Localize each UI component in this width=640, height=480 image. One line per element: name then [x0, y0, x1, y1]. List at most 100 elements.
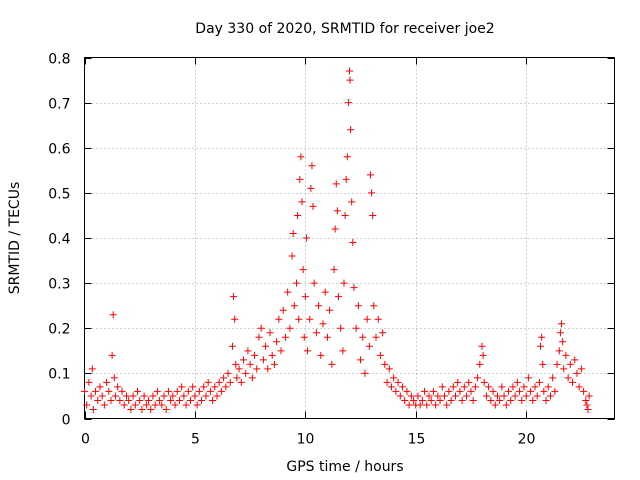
data-point — [366, 171, 374, 179]
data-point — [232, 360, 240, 368]
data-point — [440, 392, 448, 400]
data-point — [559, 338, 567, 346]
data-point — [340, 279, 348, 287]
data-point — [500, 392, 508, 400]
data-point — [286, 324, 294, 332]
data-point — [87, 392, 95, 400]
data-point — [294, 211, 302, 219]
data-point — [372, 333, 380, 341]
data-point — [145, 396, 153, 404]
data-point — [222, 383, 230, 391]
x-tick-label: 20 — [518, 432, 536, 448]
data-point — [118, 387, 126, 395]
data-point — [524, 374, 532, 382]
data-point — [352, 324, 360, 332]
data-point — [147, 405, 155, 413]
data-point — [394, 378, 402, 386]
y-tick-label: 0 — [62, 413, 71, 429]
data-point — [505, 387, 512, 395]
data-point — [376, 351, 384, 359]
data-point — [363, 315, 371, 323]
data-point — [231, 315, 239, 323]
data-point — [396, 392, 404, 400]
data-point — [173, 387, 181, 395]
data-point — [169, 392, 177, 400]
data-point — [103, 378, 111, 386]
x-tick-label: 15 — [408, 432, 426, 448]
data-point — [171, 401, 179, 409]
data-point — [160, 392, 168, 400]
data-point — [94, 396, 102, 404]
data-point — [193, 401, 201, 409]
data-point — [456, 387, 464, 395]
data-point — [220, 374, 228, 382]
x-axis-label: GPS time / hours — [286, 459, 403, 475]
data-point — [471, 383, 479, 391]
data-point — [315, 302, 323, 310]
data-point — [502, 401, 510, 409]
data-point — [445, 387, 453, 395]
data-point — [480, 378, 488, 386]
data-point — [253, 365, 261, 373]
data-point — [295, 315, 303, 323]
data-point — [120, 401, 128, 409]
data-point — [569, 378, 577, 386]
data-point — [298, 198, 306, 206]
data-point — [443, 401, 451, 409]
data-point — [110, 374, 118, 382]
data-point — [474, 374, 482, 382]
data-point — [509, 383, 517, 391]
data-point — [346, 76, 354, 84]
data-point — [326, 306, 334, 314]
data-point — [108, 351, 116, 359]
data-point — [195, 387, 203, 395]
data-point — [255, 333, 263, 341]
data-point — [156, 396, 164, 404]
data-point — [191, 392, 199, 400]
data-point — [436, 396, 444, 404]
data-point — [151, 401, 159, 409]
data-point — [560, 365, 568, 373]
y-tick-label: 0.8 — [48, 52, 70, 68]
data-point — [109, 311, 117, 319]
data-point — [354, 302, 362, 310]
y-tick-label: 0.7 — [48, 97, 70, 113]
data-point — [374, 315, 382, 323]
data-point — [107, 396, 115, 404]
data-point — [555, 347, 563, 355]
data-point — [297, 153, 305, 161]
data-point — [341, 211, 349, 219]
data-point — [125, 396, 133, 404]
data-point — [458, 396, 466, 404]
data-point — [347, 126, 355, 134]
data-point — [228, 342, 236, 350]
data-point — [306, 315, 314, 323]
data-point — [206, 387, 214, 395]
data-point — [469, 396, 477, 404]
chart-title: Day 330 of 2020, SRMTID for receiver joe… — [195, 21, 494, 37]
data-point — [111, 392, 119, 400]
data-point — [582, 396, 590, 404]
data-point — [266, 329, 274, 337]
data-point — [162, 405, 170, 413]
data-point — [323, 333, 331, 341]
data-point — [467, 387, 475, 395]
data-point — [357, 356, 365, 364]
data-point — [531, 383, 539, 391]
data-point — [184, 387, 192, 395]
data-point — [98, 392, 106, 400]
data-point — [235, 365, 243, 373]
data-point — [317, 351, 325, 359]
data-point — [549, 374, 557, 382]
data-point — [493, 392, 501, 400]
data-point — [213, 392, 221, 400]
data-point — [89, 405, 97, 413]
y-tick-label: 0.2 — [48, 322, 70, 338]
data-point — [129, 392, 137, 400]
data-point — [202, 392, 210, 400]
data-point — [149, 392, 157, 400]
data-point — [522, 392, 530, 400]
data-point — [330, 266, 338, 274]
data-point — [138, 405, 146, 413]
